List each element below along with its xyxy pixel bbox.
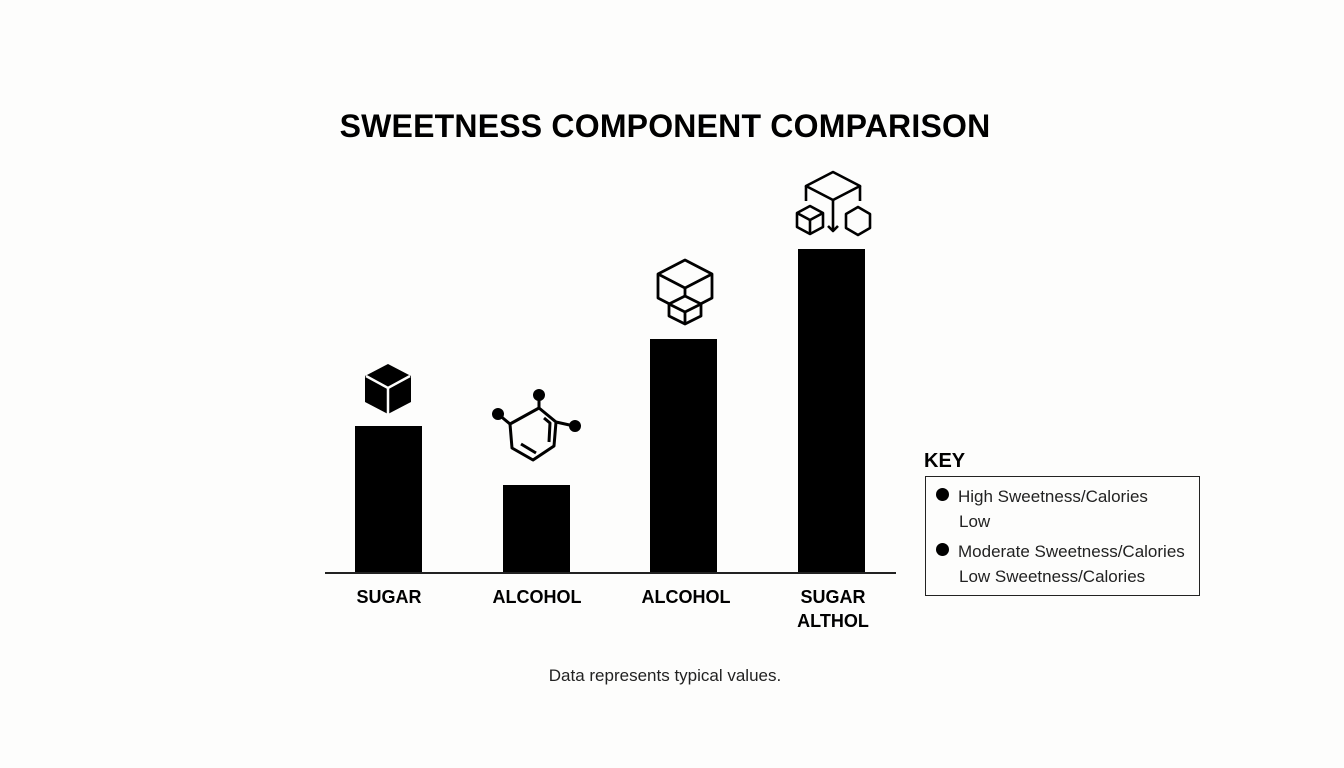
bar-sugar-althol (798, 249, 865, 573)
x-label-text: ALCOHOL (492, 587, 582, 607)
cube-cluster-icon (656, 258, 714, 326)
legend-item-high: High Sweetness/Calories Low (936, 484, 1148, 534)
x-label-alcohol-1: ALCOHOL (467, 585, 607, 609)
bar-sugar (355, 426, 422, 573)
bar-alcohol-2 (650, 339, 717, 573)
legend-item-sublabel: Low (959, 512, 991, 531)
key-title: KEY (924, 450, 966, 472)
x-label-text: SUGAR (800, 587, 866, 607)
molecule-ring-icon (492, 389, 581, 462)
legend-item-sublabel: Low Sweetness/Calories (959, 567, 1146, 586)
legend-dot-icon (936, 543, 949, 556)
bar-alcohol-1 (503, 485, 570, 573)
x-label-sugar: SUGAR (319, 585, 459, 609)
cube-hierarchy-icon (795, 170, 872, 237)
legend-item-moderate: Moderate Sweetness/Calories Low Sweetnes… (936, 539, 1185, 589)
x-axis-line (325, 572, 896, 574)
x-label-sugar-althol: SUGAR ALTHOL (763, 585, 903, 633)
sugar-cube-icon (365, 364, 411, 414)
x-label-text: ALCOHOL (641, 587, 731, 607)
legend-dot-icon (936, 488, 949, 501)
footnote: Data represents typical values. (548, 666, 782, 685)
x-label-alcohol-2: ALCOHOL (616, 585, 756, 609)
chart-title: SWEETNESS COMPONENT COMPARISON (339, 108, 991, 144)
legend-box: High Sweetness/Calories Low Moderate Swe… (925, 476, 1200, 596)
legend-item-label: Moderate Sweetness/Calories (958, 542, 1185, 561)
x-label-text-line2: ALTHOL (797, 611, 869, 631)
legend-item-label: High Sweetness/Calories (958, 487, 1148, 506)
x-label-text: SUGAR (356, 587, 422, 607)
